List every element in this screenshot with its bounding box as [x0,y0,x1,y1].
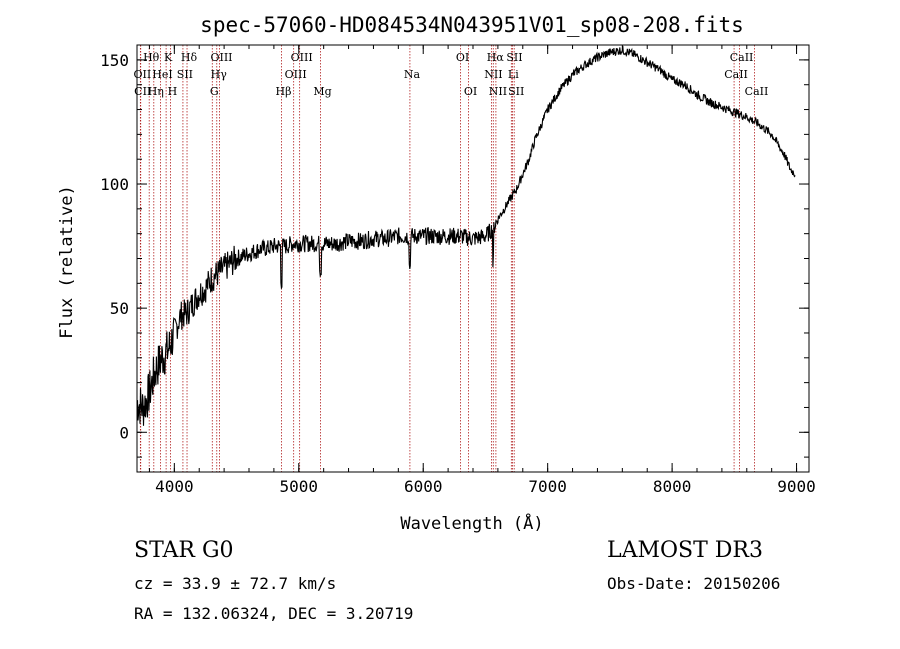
line-label-1: OII [134,68,152,81]
line-label-3: K [164,51,173,64]
ra-dec-coordinates: RA = 132.06324, DEC = 3.20719 [134,604,414,623]
line-label-24: SII [508,85,524,98]
x-axis-ticks: 4000 5000 6000 7000 8000 9000 [148,45,816,496]
chart-title: spec-57060-HD084534N043951V01_sp08-208.f… [200,13,744,37]
object-class: STAR G0 [134,538,234,563]
x-tick-label-0: 4000 [155,477,194,496]
y-tick-label-1: 50 [110,299,129,318]
line-label-23: Li [508,68,519,81]
line-label-18: OI [464,85,477,98]
line-label-5: Hη [148,85,164,98]
line-label-6: H [168,85,178,98]
x-tick-label-2: 6000 [404,477,443,496]
line-label-2: CII [134,85,151,98]
y-tick-label-2: 100 [100,175,129,194]
line-label-11: G [210,85,219,98]
y-tick-label-0: 0 [119,423,129,442]
line-label-26: CaII [724,68,748,81]
line-label-17: OI [456,51,469,64]
spectral-line-markers [139,45,755,472]
line-label-27: CaII [745,85,769,98]
observation-date: Obs-Date: 20150206 [607,574,781,593]
spectral-line-labels: Hθ OII CII K HeI Hη H SII Hδ OIII Hγ G Hβ OIII OIII Mg N… [134,51,769,98]
line-label-13: OIII [291,51,313,64]
x-tick-label-5: 9000 [777,477,816,496]
redshift-velocity: cz = 33.9 ± 72.7 km/s [134,574,337,593]
line-label-0: Hθ [143,51,160,64]
line-label-4: HeI [152,68,172,81]
y-axis-ticks: 0 50 100 150 [100,51,809,458]
x-axis-label: Wavelength (Å) [400,512,543,534]
line-label-20: NII [484,68,502,81]
survey-name: LAMOST DR3 [607,538,763,563]
line-label-21: NII [489,85,507,98]
line-label-25: CaII [730,51,754,64]
line-label-7: SII [177,68,193,81]
line-label-15: Mg [313,85,331,98]
y-tick-label-3: 150 [100,51,129,70]
line-label-9: OIII [210,51,232,64]
line-label-22: SII [506,51,522,64]
line-label-14: OIII [285,68,307,81]
x-tick-label-3: 7000 [528,477,567,496]
y-axis-label: Flux (relative) [57,185,77,339]
line-label-10: Hγ [211,68,228,81]
spectrum-series-line [136,45,796,426]
x-tick-label-1: 5000 [280,477,319,496]
spectrum-chart: spec-57060-HD084534N043951V01_sp08-208.f… [57,13,816,534]
line-label-19: Hα [487,51,505,64]
line-label-12: Hβ [276,85,292,98]
x-tick-label-4: 8000 [653,477,692,496]
line-label-16: Na [404,68,421,81]
line-label-8: Hδ [181,51,198,64]
